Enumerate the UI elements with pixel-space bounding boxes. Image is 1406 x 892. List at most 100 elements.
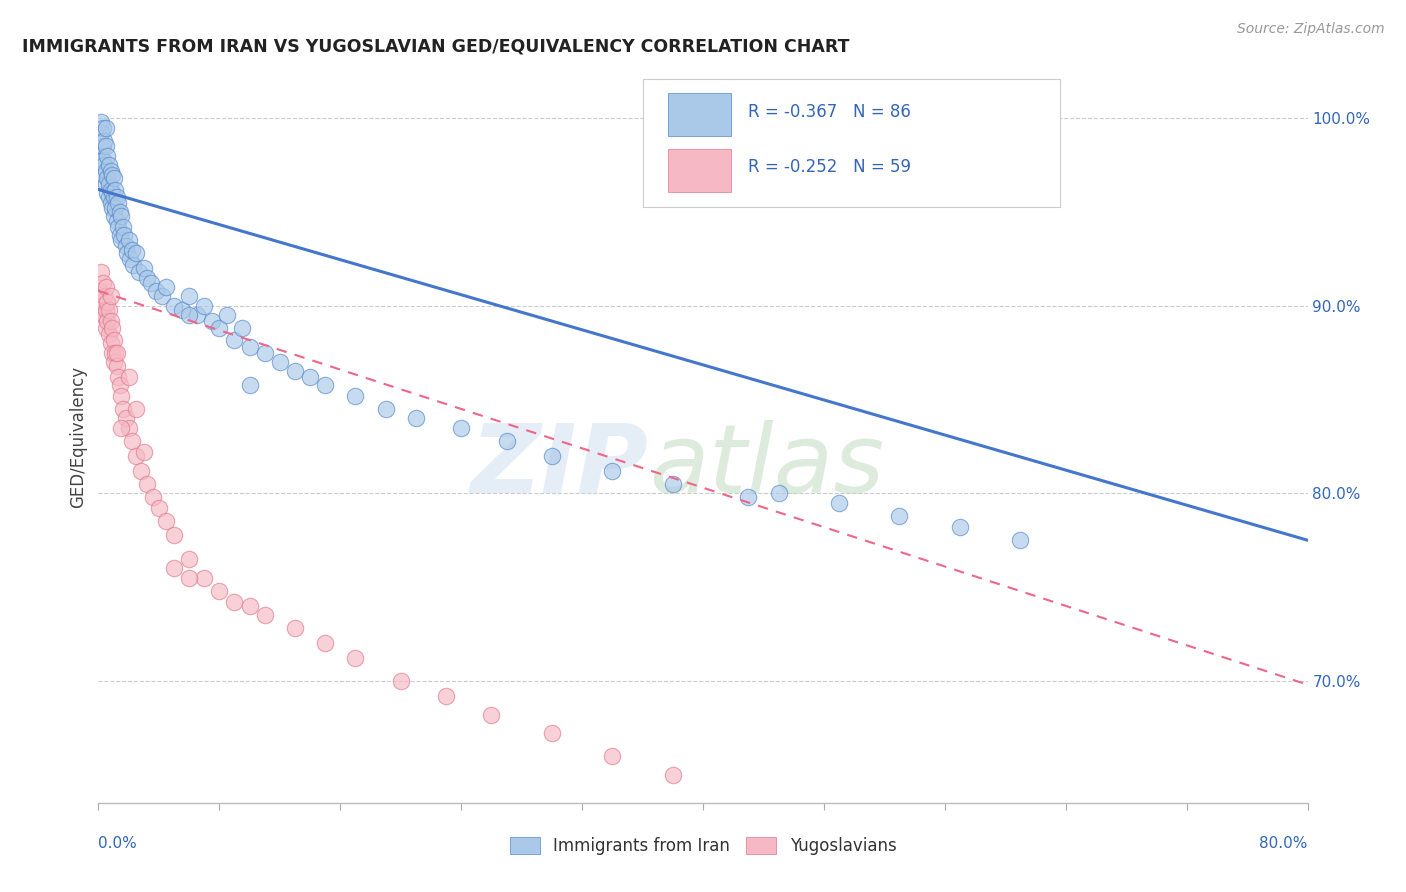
Point	[121, 243, 143, 257]
Point	[100, 182, 122, 196]
Point	[170, 302, 193, 317]
Point	[96, 295, 118, 310]
Point	[284, 364, 307, 378]
Point	[231, 321, 253, 335]
Point	[91, 120, 114, 135]
Point	[94, 139, 117, 153]
Point	[100, 314, 122, 328]
Point	[101, 201, 124, 215]
Point	[163, 299, 186, 313]
Point	[314, 636, 336, 650]
Text: 80.0%: 80.0%	[1260, 836, 1308, 851]
Point	[94, 177, 117, 191]
Point	[193, 299, 215, 313]
Text: Source: ZipAtlas.com: Source: ZipAtlas.com	[1237, 22, 1385, 37]
Point	[90, 126, 112, 140]
Point	[224, 595, 246, 609]
Point	[208, 583, 231, 598]
Point	[96, 171, 118, 186]
Point	[145, 284, 167, 298]
Point	[128, 265, 150, 279]
Point	[132, 445, 155, 459]
Point	[93, 289, 115, 303]
Point	[1010, 533, 1032, 548]
Point	[98, 326, 121, 341]
Point	[125, 401, 148, 416]
Point	[105, 190, 128, 204]
Point	[110, 420, 132, 434]
Point	[114, 411, 136, 425]
Point	[135, 270, 157, 285]
Point	[114, 239, 136, 253]
Point	[662, 767, 685, 781]
Point	[91, 153, 114, 167]
Point	[98, 158, 121, 172]
Point	[94, 321, 117, 335]
Point	[949, 520, 972, 534]
Point	[105, 359, 128, 373]
Point	[122, 258, 145, 272]
Point	[112, 227, 135, 242]
Point	[208, 321, 231, 335]
Point	[105, 214, 128, 228]
Point	[105, 345, 128, 359]
Point	[284, 621, 307, 635]
Point	[98, 177, 121, 191]
Point	[129, 464, 152, 478]
Point	[142, 490, 165, 504]
Point	[215, 308, 238, 322]
Point	[224, 333, 246, 347]
Point	[344, 389, 367, 403]
Point	[115, 246, 138, 260]
Point	[94, 120, 117, 135]
Point	[96, 149, 118, 163]
Point	[186, 308, 208, 322]
Point	[93, 134, 115, 148]
Point	[179, 552, 201, 566]
Point	[828, 496, 851, 510]
Legend: Immigrants from Iran, Yugoslavians: Immigrants from Iran, Yugoslavians	[503, 830, 903, 862]
Text: 0.0%: 0.0%	[98, 836, 138, 851]
Point	[768, 486, 790, 500]
Point	[201, 314, 224, 328]
Point	[98, 302, 121, 317]
Point	[108, 377, 131, 392]
Point	[108, 227, 131, 242]
FancyBboxPatch shape	[668, 149, 731, 192]
Point	[179, 308, 201, 322]
Point	[239, 599, 262, 613]
Point	[141, 277, 163, 291]
Point	[135, 477, 157, 491]
Point	[481, 707, 503, 722]
FancyBboxPatch shape	[668, 94, 731, 136]
Point	[101, 321, 124, 335]
Point	[100, 289, 122, 303]
Point	[104, 182, 127, 196]
Point	[101, 186, 124, 201]
Point	[93, 308, 115, 322]
Point	[269, 355, 291, 369]
Point	[90, 299, 112, 313]
Point	[405, 411, 427, 425]
Point	[104, 201, 127, 215]
Point	[110, 233, 132, 247]
Point	[100, 195, 122, 210]
Point	[193, 571, 215, 585]
Text: R = -0.367   N = 86: R = -0.367 N = 86	[748, 103, 911, 120]
Point	[239, 377, 262, 392]
Point	[94, 163, 117, 178]
Point	[179, 571, 201, 585]
Point	[104, 345, 127, 359]
Point	[93, 168, 115, 182]
Point	[121, 434, 143, 448]
Point	[90, 265, 112, 279]
Point	[107, 195, 129, 210]
Point	[91, 308, 114, 322]
Point	[889, 508, 911, 523]
Point	[662, 477, 685, 491]
Point	[125, 246, 148, 260]
Point	[389, 673, 412, 688]
Point	[103, 333, 125, 347]
Point	[495, 434, 517, 448]
Point	[107, 370, 129, 384]
